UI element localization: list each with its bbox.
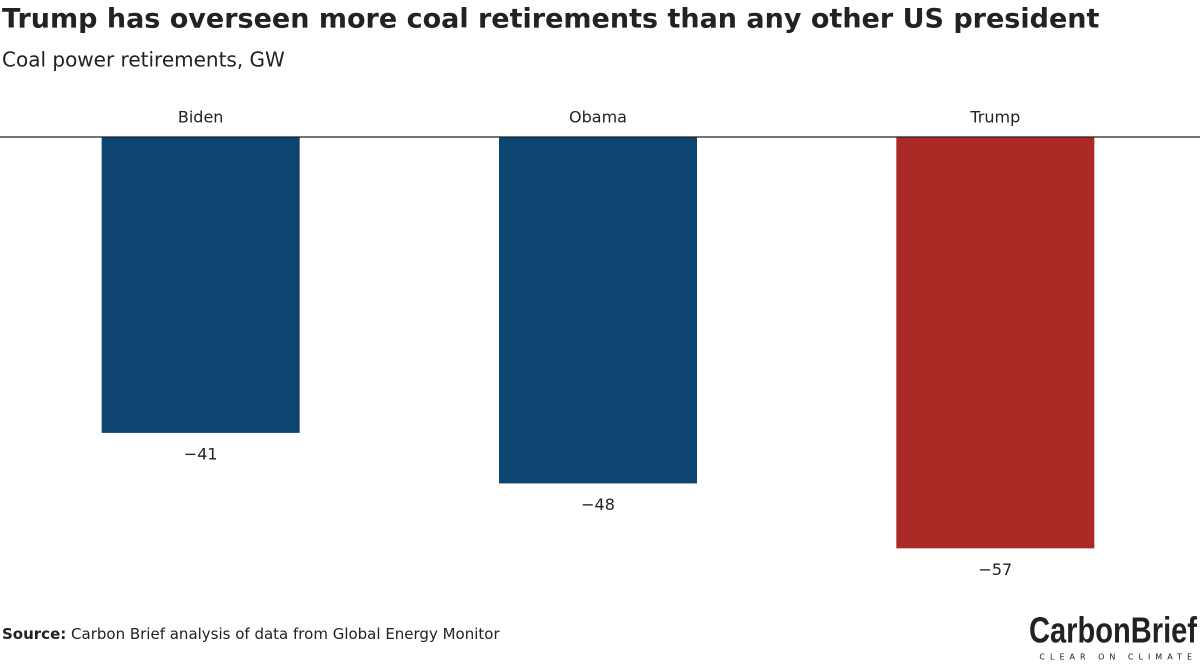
logo: CarbonBrief	[1029, 610, 1198, 651]
source-text: Carbon Brief analysis of data from Globa…	[71, 625, 500, 643]
bar	[101, 137, 300, 433]
x-tick-label: Obama	[569, 108, 627, 127]
bar	[499, 137, 697, 484]
logo-tagline: CLEAR ON CLIMATE	[1039, 653, 1197, 662]
value-label: −48	[581, 495, 615, 514]
source: Source: Carbon Brief analysis of data fr…	[2, 625, 500, 643]
x-tick-label: Trump	[969, 108, 1020, 127]
chart-subtitle: Coal power retirements, GW	[2, 48, 285, 72]
value-label: −41	[184, 444, 218, 463]
value-label: −57	[978, 560, 1012, 579]
bar	[896, 137, 1095, 549]
source-label: Source:	[2, 625, 66, 643]
chart-title: Trump has overseen more coal retirements…	[2, 4, 1099, 35]
x-tick-label: Biden	[178, 108, 224, 127]
